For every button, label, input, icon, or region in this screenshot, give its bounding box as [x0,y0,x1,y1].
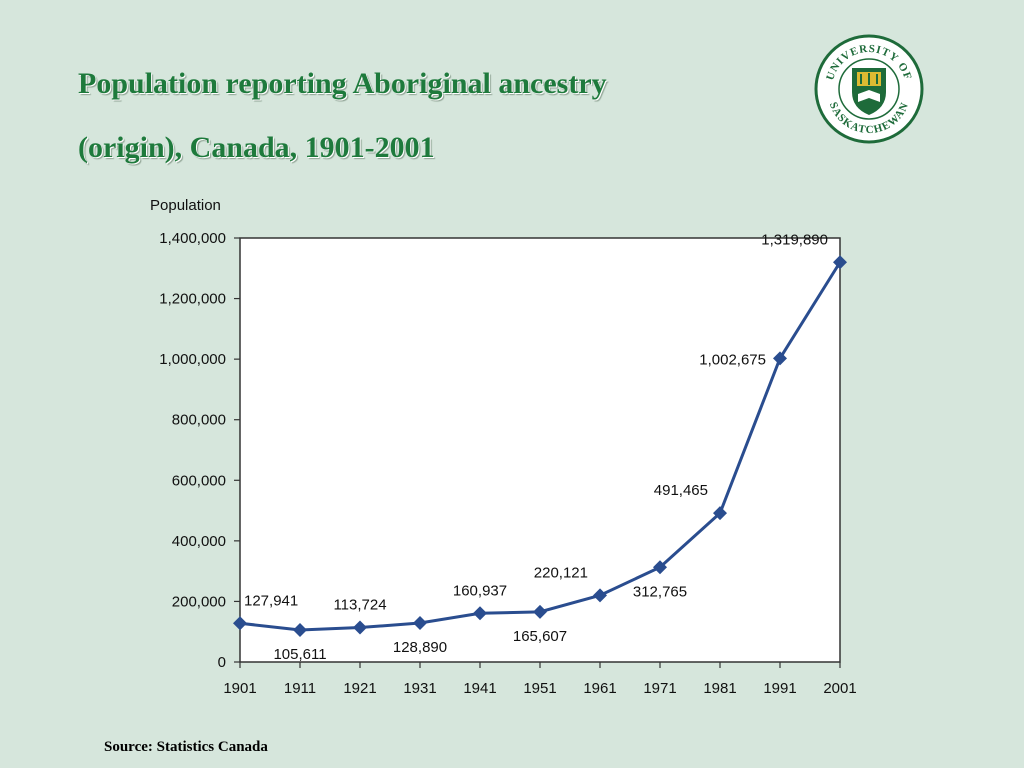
data-point-marker [713,506,727,521]
chart-container: Population 0 200,000 400,000 600,000 800,000 1… [130,185,870,705]
x-tick-label: 1921 [343,680,376,697]
logo-book-icon [858,90,880,102]
plot-area [239,237,841,663]
x-tick-label: 1951 [523,680,556,697]
data-label: 127,941 [244,592,298,609]
data-point-marker [593,588,607,603]
x-tick-label: 1971 [643,680,676,697]
data-point-marker [533,604,547,619]
y-tick-label: 1,000,000 [159,351,226,368]
data-point-marker [293,623,307,638]
data-label: 105,611 [273,646,326,663]
x-tick-label: 1901 [223,680,256,697]
data-label: 113,724 [333,597,386,614]
title-line-1: Population reporting Aboriginal ancestry [78,67,607,100]
x-tick-label: 1961 [583,680,616,697]
y-tick-label: 800,000 [172,412,226,429]
x-tick-label: 1941 [463,680,496,697]
data-label: 1,002,675 [699,351,766,368]
y-tick-label: 0 [218,654,226,671]
x-tick-label: 2001 [823,680,856,697]
data-point-marker [413,615,427,630]
data-point-marker [773,351,787,366]
data-label: 160,937 [453,582,507,599]
y-tick-label: 200,000 [172,593,226,610]
data-label: 165,607 [513,628,567,645]
x-tick-label: 1991 [763,680,796,697]
y-axis-label: Population [150,197,221,214]
data-point-marker [233,616,247,631]
data-label: 1,319,890 [761,231,828,248]
title-line-2: (origin), Canada, 1901-2001 [78,131,435,164]
x-tick-label: 1911 [284,680,316,697]
slide-title: Population reporting Aboriginal ancestry… [78,52,607,180]
data-point-marker [653,560,667,575]
data-label: 491,465 [654,482,708,499]
university-logo: UNIVERSITY OF SASKATCHEWAN [814,34,924,144]
data-label: 312,765 [633,583,687,600]
y-tick-label: 1,400,000 [159,230,226,247]
y-tick-label: 600,000 [172,472,226,489]
y-tick-label: 400,000 [172,533,226,550]
x-tick-label: 1931 [403,680,436,697]
data-label: 128,890 [393,639,447,656]
data-point-marker [353,620,367,635]
data-point-marker [833,255,847,270]
population-line-chart: Population 0 200,000 400,000 600,000 800,000 1… [150,197,857,697]
data-point-marker [473,606,487,621]
y-tick-label: 1,200,000 [159,291,226,308]
data-label: 220,121 [534,564,588,581]
x-tick-label: 1981 [703,680,736,697]
source-note: Source: Statistics Canada [104,739,268,755]
